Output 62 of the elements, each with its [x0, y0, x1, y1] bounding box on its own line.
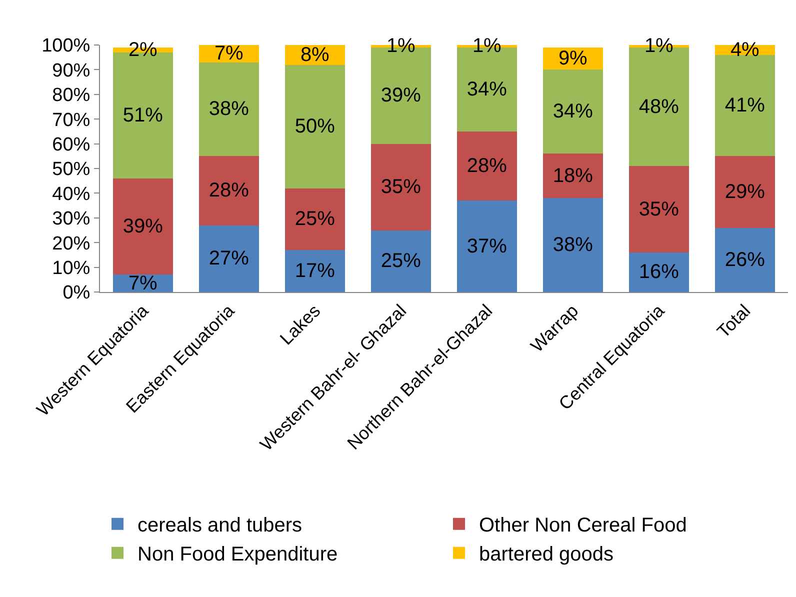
data-label: 34% [552, 100, 594, 123]
y-tick-label: 50% [52, 159, 90, 180]
data-label: 39% [380, 84, 422, 107]
legend-label: Other Non Cereal Food [479, 514, 687, 537]
y-tick-label: 60% [52, 134, 90, 156]
data-label: 35% [380, 176, 422, 198]
data-label: 18% [552, 164, 594, 187]
data-label: 7% [214, 42, 244, 65]
bar [628, 252, 690, 292]
bar [714, 228, 776, 292]
data-label: 35% [638, 198, 680, 220]
data-label: 25% [294, 208, 336, 230]
data-label: 34% [466, 78, 508, 100]
y-tick-label: 90% [52, 60, 90, 82]
bar [284, 64, 346, 188]
bar [628, 166, 690, 252]
bar [714, 54, 776, 156]
data-label: 28% [208, 180, 250, 202]
data-label: 4% [730, 38, 760, 61]
y-tick-label: 30% [52, 208, 90, 230]
data-label: 41% [724, 94, 766, 117]
data-label: 16% [638, 261, 680, 284]
legend-label: Non Food Expenditure [138, 544, 338, 566]
bar [284, 250, 346, 292]
y-tick-label: 80% [52, 85, 90, 106]
data-label: 38% [208, 98, 250, 120]
data-label: 28% [466, 155, 508, 178]
data-label: 26% [724, 248, 766, 271]
bar [456, 200, 518, 292]
data-label: 27% [208, 248, 250, 270]
data-label: 39% [122, 216, 164, 238]
bar [284, 188, 346, 250]
data-label: 48% [638, 96, 680, 118]
bar [370, 144, 432, 230]
data-label: 8% [300, 44, 330, 66]
y-tick-label: 70% [52, 110, 90, 131]
bar [198, 156, 260, 226]
y-tick-label: 10% [52, 258, 90, 279]
data-label: 50% [294, 116, 336, 138]
bar [370, 230, 432, 292]
data-label: 51% [122, 104, 164, 126]
data-label: 37% [466, 235, 508, 258]
bar [456, 131, 518, 201]
bar [112, 178, 174, 275]
y-tick-label: 0% [62, 282, 90, 304]
legend-label: cereals and tubers [138, 514, 302, 537]
legend-label: bartered goods [479, 544, 614, 566]
bar [714, 156, 776, 228]
data-label: 25% [380, 250, 422, 272]
data-label: 17% [294, 260, 336, 282]
bar [198, 62, 260, 156]
y-tick-label: 100% [42, 36, 90, 57]
data-label: 7% [128, 272, 158, 294]
y-tick-label: 40% [52, 184, 90, 205]
bar [542, 154, 604, 198]
data-label: 38% [552, 234, 594, 256]
bar [542, 70, 604, 154]
data-label: 9% [558, 48, 588, 70]
bar [542, 198, 604, 292]
bar [198, 225, 260, 292]
y-tick-label: 20% [52, 233, 90, 254]
data-label: 29% [724, 180, 766, 203]
